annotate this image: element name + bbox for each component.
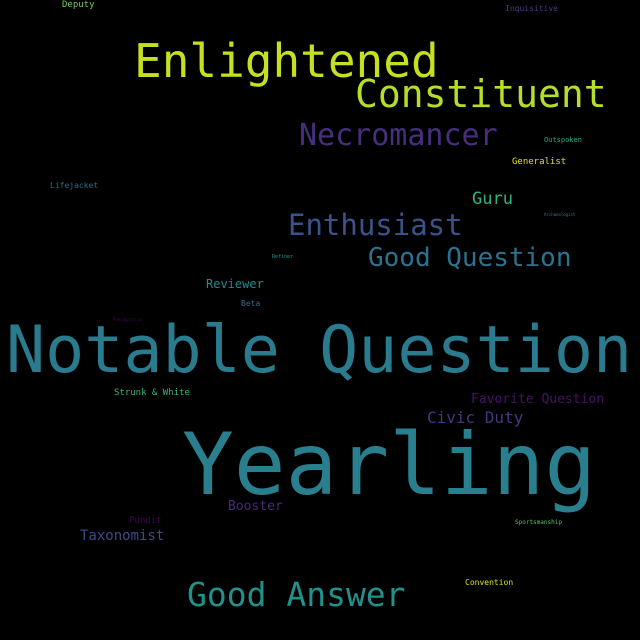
- word-booster: Booster: [228, 499, 283, 514]
- word-strunk-and-white: Strunk & White: [114, 388, 190, 398]
- word-yearling: Yearling: [182, 415, 597, 515]
- word-necromancer: Necromancer: [299, 118, 498, 153]
- word-beta: Beta: [241, 299, 261, 308]
- word-lifejacket: Lifejacket: [50, 181, 99, 190]
- word-good-answer: Good Answer: [187, 575, 406, 614]
- word-enthusiast: Enthusiast: [288, 208, 463, 242]
- word-archaeologist: Archaeologist: [544, 212, 576, 217]
- word-enlightened: Enlightened: [134, 34, 439, 88]
- word-taxonomist: Taxonomist: [80, 528, 165, 544]
- word-generalist: Generalist: [512, 157, 567, 167]
- word-sportsmanship: Sportsmanship: [515, 519, 562, 526]
- word-refiner: Refiner: [272, 254, 294, 260]
- word-convention: Convention: [465, 578, 514, 587]
- word-good-question: Good Question: [368, 243, 572, 273]
- word-guru: Guru: [472, 189, 513, 209]
- word-precognitive: Precognitive: [113, 317, 142, 322]
- word-notable-question: Notable Question: [6, 313, 633, 388]
- word-pundit: Pundit: [129, 516, 162, 526]
- word-favorite-question: Favorite Question: [471, 392, 605, 407]
- word-inquisitive: Inquisitive: [505, 4, 558, 13]
- word-deputy: Deputy: [62, 0, 95, 10]
- word-outspoken: Outspoken: [544, 136, 582, 144]
- word-constituent: Constituent: [355, 72, 607, 116]
- word-reviewer: Reviewer: [206, 277, 264, 291]
- word-civic-duty: Civic Duty: [427, 408, 524, 427]
